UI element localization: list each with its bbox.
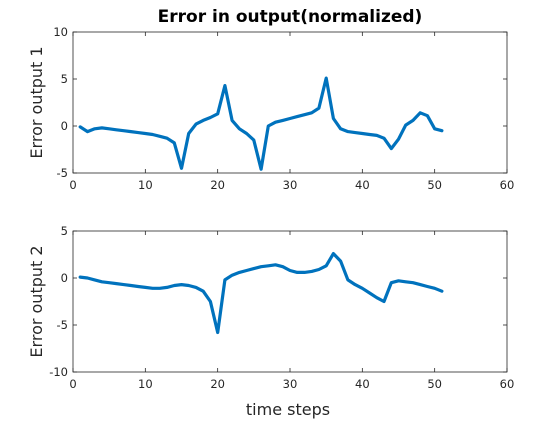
x-tick-label: 50 [427,377,442,391]
axes-box-1 [72,31,508,174]
y-tick-label: 5 [61,224,68,238]
series-line-2-1 [78,252,444,335]
y-tick-label: 0 [61,119,68,133]
x-tick-label: 20 [210,377,225,391]
figure-title: Error in output(normalized) [158,7,423,27]
x-axis-label-2: time steps [246,400,330,419]
x-tick-label: 10 [138,178,153,192]
y-tick-label: 10 [53,25,68,39]
axes-box-2 [72,230,508,373]
x-tick-label: 60 [500,178,515,192]
subplot-2: 0 10 20 30 40 50 60 -10 -5 0 5 Error output 2 time s… [27,224,514,419]
x-tick-label: 30 [283,178,298,192]
y-tick-label: -5 [57,318,68,332]
y-axis-label-1: Error output 1 [27,46,46,158]
x-tick-label: 40 [355,377,370,391]
x-tick-label: 60 [500,377,515,391]
x-tick-label: 0 [69,178,76,192]
y-tick-label: -10 [49,365,68,379]
series-line-1-1 [78,76,444,171]
x-tick-label: 50 [427,178,442,192]
y-tick-label: 5 [61,72,68,86]
x-tick-label: 30 [283,377,298,391]
x-tick-label: 10 [138,377,153,391]
y-tick-label: -5 [57,166,68,180]
x-tick-label: 0 [69,377,76,391]
x-tick-label: 20 [210,178,225,192]
x-tick-label: 40 [355,178,370,192]
y-tick-label: 0 [61,271,68,285]
y-axis-label-2: Error output 2 [27,245,46,357]
